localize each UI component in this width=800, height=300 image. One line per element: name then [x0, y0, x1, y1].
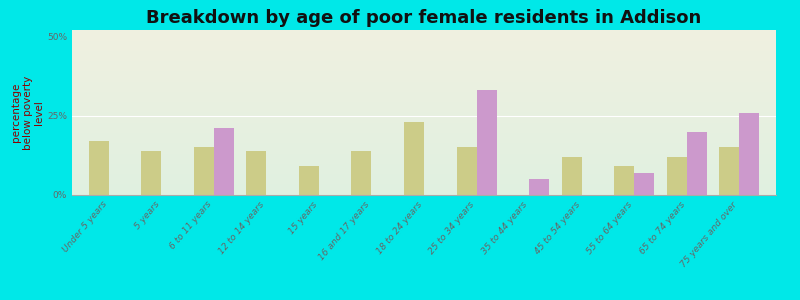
Bar — [142, 151, 162, 195]
Bar — [529, 179, 549, 195]
Bar — [719, 147, 739, 195]
Bar — [246, 151, 266, 195]
Bar — [351, 151, 371, 195]
Bar — [404, 122, 424, 195]
Bar — [614, 167, 634, 195]
Bar — [562, 157, 582, 195]
Bar — [194, 147, 214, 195]
Bar — [739, 112, 759, 195]
Y-axis label: percentage
below poverty
level: percentage below poverty level — [11, 75, 44, 150]
Bar — [89, 141, 109, 195]
Bar — [634, 173, 654, 195]
Bar — [299, 167, 319, 195]
Bar — [686, 131, 706, 195]
Bar — [214, 128, 234, 195]
Title: Breakdown by age of poor female residents in Addison: Breakdown by age of poor female resident… — [146, 9, 702, 27]
Bar — [666, 157, 686, 195]
Bar — [457, 147, 477, 195]
Bar — [477, 90, 497, 195]
